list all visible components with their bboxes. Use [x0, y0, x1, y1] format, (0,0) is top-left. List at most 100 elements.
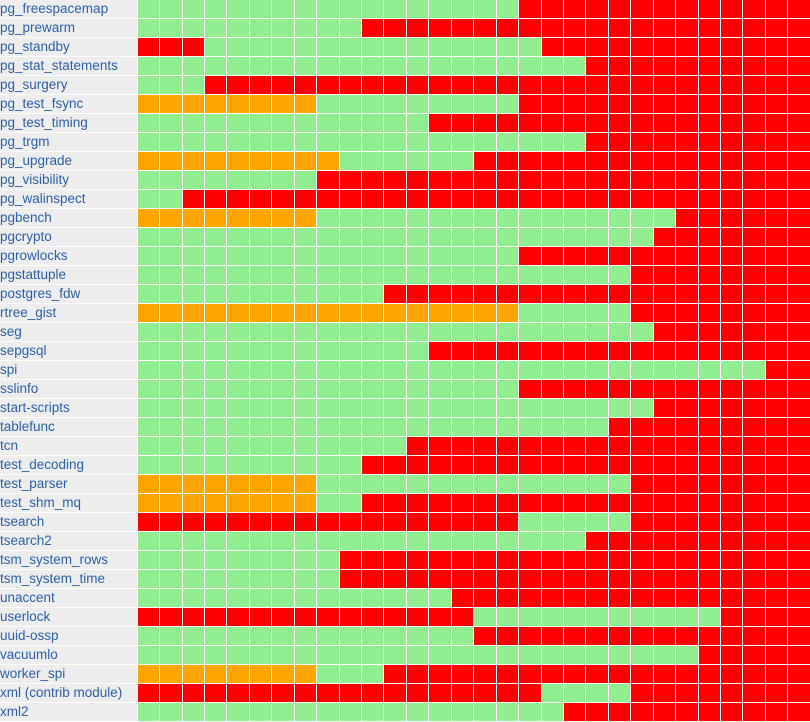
status-cell-ok[interactable] [293, 380, 317, 399]
status-cell-warn[interactable] [159, 152, 182, 171]
status-cell-fail[interactable] [383, 456, 406, 475]
status-cell-ok[interactable] [473, 0, 496, 19]
status-cell-fail[interactable] [338, 551, 361, 570]
status-cell-ok[interactable] [136, 627, 160, 646]
status-cell-ok[interactable] [540, 304, 563, 323]
status-cell-fail[interactable] [450, 589, 474, 608]
status-cell-fail[interactable] [405, 19, 429, 38]
status-cell-fail[interactable] [764, 703, 788, 722]
status-cell-fail[interactable] [630, 266, 653, 285]
status-cell-ok[interactable] [226, 570, 249, 589]
status-cell-ok[interactable] [562, 418, 586, 437]
status-cell-fail[interactable] [495, 76, 519, 95]
status-cell-fail[interactable] [652, 532, 676, 551]
status-cell-fail[interactable] [630, 418, 653, 437]
status-cell-fail[interactable] [742, 513, 765, 532]
status-cell-ok[interactable] [181, 418, 204, 437]
status-cell-warn[interactable] [495, 304, 519, 323]
status-cell-ok[interactable] [271, 646, 294, 665]
status-cell-fail[interactable] [405, 437, 429, 456]
status-cell-fail[interactable] [562, 38, 586, 57]
status-cell-ok[interactable] [136, 190, 160, 209]
status-cell-ok[interactable] [159, 247, 182, 266]
status-cell-fail[interactable] [562, 152, 586, 171]
status-cell-fail[interactable] [361, 19, 384, 38]
status-cell-fail[interactable] [630, 627, 653, 646]
status-cell-warn[interactable] [203, 209, 227, 228]
status-cell-ok[interactable] [159, 171, 182, 190]
status-cell-fail[interactable] [518, 152, 541, 171]
status-cell-ok[interactable] [338, 399, 361, 418]
status-cell-ok[interactable] [226, 361, 249, 380]
status-cell-fail[interactable] [720, 304, 743, 323]
status-cell-ok[interactable] [181, 646, 204, 665]
status-cell-fail[interactable] [495, 114, 519, 133]
status-cell-ok[interactable] [450, 266, 474, 285]
status-cell-ok[interactable] [203, 437, 227, 456]
status-cell-ok[interactable] [473, 57, 496, 76]
status-cell-ok[interactable] [293, 437, 317, 456]
status-cell-fail[interactable] [181, 190, 204, 209]
status-cell-fail[interactable] [764, 684, 788, 703]
status-cell-fail[interactable] [540, 19, 563, 38]
status-cell-fail[interactable] [697, 342, 720, 361]
module-link[interactable]: tsearch2 [0, 533, 52, 548]
status-cell-ok[interactable] [383, 0, 406, 19]
status-cell-fail[interactable] [338, 513, 361, 532]
status-cell-fail[interactable] [607, 190, 631, 209]
status-cell-ok[interactable] [630, 323, 653, 342]
status-cell-fail[interactable] [518, 190, 541, 209]
status-cell-fail[interactable] [697, 399, 720, 418]
status-cell-ok[interactable] [203, 323, 227, 342]
status-cell-ok[interactable] [450, 380, 474, 399]
status-cell-fail[interactable] [652, 171, 676, 190]
status-cell-ok[interactable] [630, 209, 653, 228]
status-cell-ok[interactable] [136, 285, 160, 304]
status-cell-ok[interactable] [159, 703, 182, 722]
status-cell-ok[interactable] [136, 380, 160, 399]
status-cell-ok[interactable] [248, 0, 272, 19]
status-cell-fail[interactable] [540, 95, 563, 114]
status-cell-fail[interactable] [607, 589, 631, 608]
status-cell-fail[interactable] [361, 684, 384, 703]
status-cell-ok[interactable] [181, 627, 204, 646]
status-cell-ok[interactable] [316, 0, 339, 19]
status-cell-ok[interactable] [203, 171, 227, 190]
status-cell-fail[interactable] [316, 513, 339, 532]
status-cell-fail[interactable] [787, 190, 810, 209]
status-cell-ok[interactable] [293, 399, 317, 418]
status-cell-ok[interactable] [136, 361, 160, 380]
status-cell-warn[interactable] [293, 95, 317, 114]
status-cell-ok[interactable] [383, 627, 406, 646]
status-cell-ok[interactable] [226, 228, 249, 247]
status-cell-ok[interactable] [405, 418, 429, 437]
status-cell-fail[interactable] [495, 551, 519, 570]
status-cell-ok[interactable] [316, 646, 339, 665]
status-cell-warn[interactable] [226, 95, 249, 114]
status-cell-ok[interactable] [338, 114, 361, 133]
status-cell-fail[interactable] [742, 171, 765, 190]
status-cell-ok[interactable] [562, 133, 586, 152]
status-cell-ok[interactable] [316, 551, 339, 570]
status-cell-ok[interactable] [338, 475, 361, 494]
status-cell-fail[interactable] [450, 19, 474, 38]
status-cell-fail[interactable] [787, 76, 810, 95]
status-cell-ok[interactable] [450, 57, 474, 76]
status-cell-ok[interactable] [159, 0, 182, 19]
status-cell-fail[interactable] [383, 19, 406, 38]
status-cell-fail[interactable] [450, 665, 474, 684]
status-cell-ok[interactable] [293, 570, 317, 589]
status-cell-fail[interactable] [473, 570, 496, 589]
status-cell-fail[interactable] [697, 570, 720, 589]
status-cell-ok[interactable] [697, 361, 720, 380]
status-cell-ok[interactable] [338, 285, 361, 304]
status-cell-fail[interactable] [675, 133, 698, 152]
status-cell-ok[interactable] [136, 703, 160, 722]
status-cell-fail[interactable] [652, 570, 676, 589]
status-cell-fail[interactable] [742, 76, 765, 95]
status-cell-fail[interactable] [585, 133, 608, 152]
status-cell-ok[interactable] [562, 57, 586, 76]
status-cell-ok[interactable] [361, 95, 384, 114]
status-cell-ok[interactable] [607, 323, 631, 342]
status-cell-fail[interactable] [405, 285, 429, 304]
